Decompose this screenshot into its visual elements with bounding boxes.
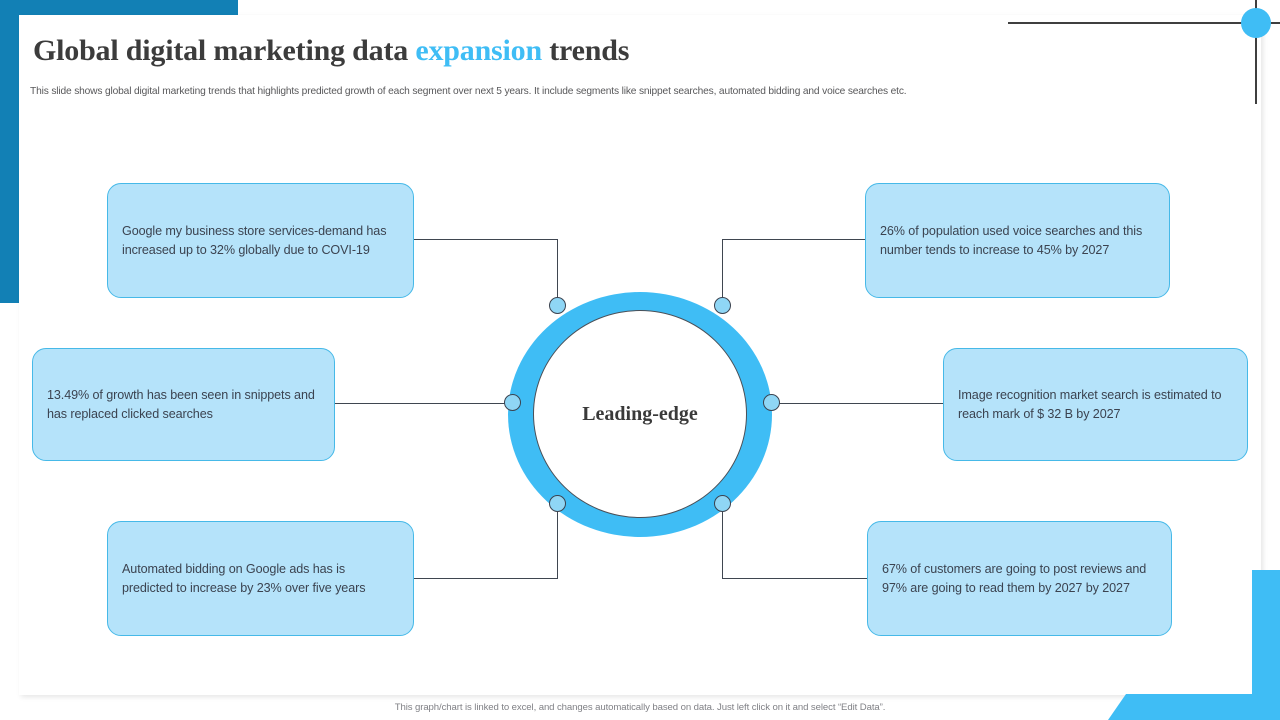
- decoration-bottom-band: [1108, 694, 1280, 720]
- connector-line-bottom-left-horizontal: [414, 578, 558, 579]
- page-title: Global digital marketing data expansion …: [33, 34, 629, 68]
- hub-node-top-left[interactable]: [549, 297, 566, 314]
- connector-line-bottom-right-horizontal: [722, 578, 868, 579]
- branch-text-bottom-left: Automated bidding on Google ads has is p…: [122, 562, 366, 595]
- branch-box-middle-right[interactable]: Image recognition market search is estim…: [943, 348, 1248, 461]
- connector-line-top-right-vertical: [722, 239, 723, 306]
- hub-node-top-right[interactable]: [714, 297, 731, 314]
- page-subtitle: This slide shows global digital marketin…: [30, 86, 907, 97]
- center-hub[interactable]: Leading-edge: [533, 310, 747, 518]
- connector-line-bottom-right-vertical: [722, 510, 723, 578]
- branch-box-bottom-left[interactable]: Automated bidding on Google ads has is p…: [107, 521, 414, 636]
- hub-node-middle-left[interactable]: [504, 394, 521, 411]
- mindmap-diagram: Leading-edge Google my business store se…: [32, 183, 1248, 636]
- connector-line-top-right-horizontal: [722, 239, 866, 240]
- footer-note: This graph/chart is linked to excel, and…: [394, 702, 886, 713]
- branch-text-top-left: Google my business store services-demand…: [122, 224, 387, 257]
- branch-box-top-left[interactable]: Google my business store services-demand…: [107, 183, 414, 298]
- branch-box-top-right[interactable]: 26% of population used voice searches an…: [865, 183, 1170, 298]
- page-title-accent-word: expansion: [415, 34, 542, 67]
- connector-line-top-left-horizontal: [414, 239, 558, 240]
- decoration-crosshair-horizontal-line: [1008, 22, 1280, 24]
- page-title-part-1: Global digital marketing data: [33, 34, 416, 67]
- branch-box-middle-left[interactable]: 13.49% of growth has been seen in snippe…: [32, 348, 335, 461]
- branch-text-middle-left: 13.49% of growth has been seen in snippe…: [47, 388, 315, 421]
- connector-line-top-left-vertical: [557, 239, 558, 306]
- connector-line-middle-right-horizontal: [771, 403, 945, 404]
- branch-text-bottom-right: 67% of customers are going to post revie…: [882, 562, 1147, 595]
- branch-text-top-right: 26% of population used voice searches an…: [880, 224, 1143, 257]
- hub-node-middle-right[interactable]: [763, 394, 780, 411]
- branch-text-middle-right: Image recognition market search is estim…: [958, 388, 1222, 421]
- page-title-part-2: trends: [541, 34, 630, 67]
- connector-line-middle-left-horizontal: [335, 403, 509, 404]
- branch-box-bottom-right[interactable]: 67% of customers are going to post revie…: [867, 521, 1172, 636]
- center-hub-label: Leading-edge: [582, 402, 698, 425]
- decoration-crosshair-vertical-line: [1255, 0, 1257, 104]
- decoration-circle-dot: [1241, 8, 1271, 38]
- connector-line-bottom-left-vertical: [557, 510, 558, 578]
- hub-node-bottom-left[interactable]: [549, 495, 566, 512]
- hub-node-bottom-right[interactable]: [714, 495, 731, 512]
